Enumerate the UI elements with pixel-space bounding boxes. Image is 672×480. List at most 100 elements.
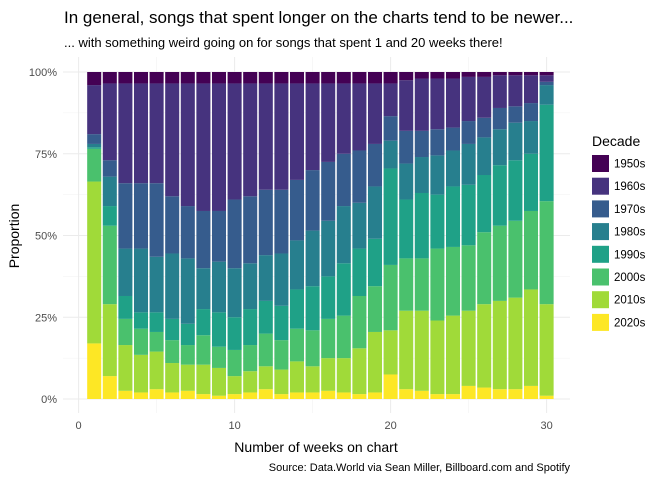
bar-segment <box>399 258 414 311</box>
bar-segment <box>367 83 383 144</box>
bar-segment <box>477 137 492 176</box>
bar-segment <box>87 85 102 135</box>
bar-segment <box>180 364 195 391</box>
legend-label: 2000s <box>614 272 646 284</box>
bar-segment <box>180 390 195 399</box>
bar-segment <box>87 181 102 344</box>
bar-segment <box>492 75 507 108</box>
bar-segment <box>321 220 336 277</box>
bar-segment <box>508 122 523 161</box>
bar-segment <box>430 155 445 195</box>
bar-segment <box>508 75 523 107</box>
bar-segment <box>383 264 398 331</box>
bar-segment <box>227 394 242 399</box>
bar-segment <box>461 76 476 122</box>
bar-segment <box>321 276 336 319</box>
bar-segment <box>133 248 149 313</box>
bar-segment <box>133 183 149 249</box>
bar-segment <box>383 116 398 141</box>
bar-segment <box>492 300 507 390</box>
bar-segment <box>399 72 414 81</box>
x-tick-label: 0 <box>76 420 82 432</box>
bar-segment <box>149 351 164 390</box>
bar-segment <box>445 394 461 399</box>
bar-segment <box>196 394 211 399</box>
y-tick-label: 100% <box>29 67 57 79</box>
bar-segment <box>180 258 195 324</box>
bar-segment <box>227 376 242 395</box>
bar-segment <box>87 343 102 399</box>
bar-segment <box>321 318 336 359</box>
bar-segment <box>539 201 554 305</box>
bar-segment <box>461 121 476 144</box>
bar-segment <box>243 371 258 393</box>
legend-title: Decade <box>592 133 640 149</box>
bar-segment <box>165 83 180 197</box>
bar-segment <box>523 121 539 154</box>
bar-segment <box>477 304 492 388</box>
bar-segment <box>321 390 336 399</box>
bar-segment <box>445 78 461 128</box>
bar-segment <box>211 83 227 211</box>
bar-segment <box>523 75 539 104</box>
bar-segment <box>523 385 539 399</box>
bar-segment <box>274 83 289 190</box>
bar-segment <box>508 220 523 298</box>
bar-segment <box>399 80 414 131</box>
x-axis-title: Number of weeks on chart <box>234 439 398 455</box>
bar-segment <box>352 295 367 349</box>
bar-segment <box>87 147 102 149</box>
legend-key <box>592 223 609 241</box>
bar-segment <box>243 72 258 84</box>
bar-segment <box>118 390 133 399</box>
bar-segment <box>352 72 367 84</box>
bar-segment <box>383 374 398 399</box>
bar-segment <box>336 83 351 154</box>
bar-segment <box>102 83 117 161</box>
bar-segment <box>118 183 133 249</box>
bar-segment <box>399 389 414 399</box>
bar-segment <box>102 160 117 177</box>
bar-segment <box>305 366 320 393</box>
bar-segment <box>102 206 117 226</box>
bar-segment <box>508 72 523 76</box>
bar-segment <box>445 127 461 151</box>
bar-segment <box>211 210 227 262</box>
chart-subtitle: ... with something weird going on for so… <box>64 35 503 50</box>
bar-segment <box>87 148 102 182</box>
bar-segment <box>118 72 133 84</box>
bar-segment <box>414 157 429 193</box>
bar-segment <box>196 83 211 211</box>
bar-segment <box>477 232 492 305</box>
bar-segment <box>352 150 367 203</box>
bar-segment <box>367 238 383 287</box>
bar-segment <box>149 389 164 399</box>
bar-segment <box>274 189 289 254</box>
bar-segment <box>227 83 242 200</box>
bar-segment <box>430 72 445 79</box>
bar-segment <box>414 130 429 158</box>
bar-segment <box>523 289 539 386</box>
bar-segment <box>492 389 507 399</box>
bar-segment <box>133 72 149 84</box>
bar-segment <box>461 143 476 185</box>
y-tick-label: 50% <box>35 231 57 243</box>
y-tick-label: 75% <box>35 149 57 161</box>
x-tick-label: 20 <box>384 420 396 432</box>
bar-segment <box>118 248 133 296</box>
bar-segment <box>243 309 258 346</box>
bar-segment <box>149 256 164 313</box>
bar-segment <box>258 189 273 256</box>
bar-segment <box>258 255 273 301</box>
bar-segment <box>523 103 539 122</box>
bar-segment <box>102 225 117 305</box>
bar-segment <box>258 366 273 390</box>
bar-segment <box>430 394 445 399</box>
bar-segment <box>227 268 242 318</box>
bar-segment <box>508 106 523 123</box>
bar-segment <box>196 335 211 365</box>
bar-segment <box>289 392 305 399</box>
bar-segment <box>367 392 383 399</box>
bar-segment <box>321 161 336 221</box>
